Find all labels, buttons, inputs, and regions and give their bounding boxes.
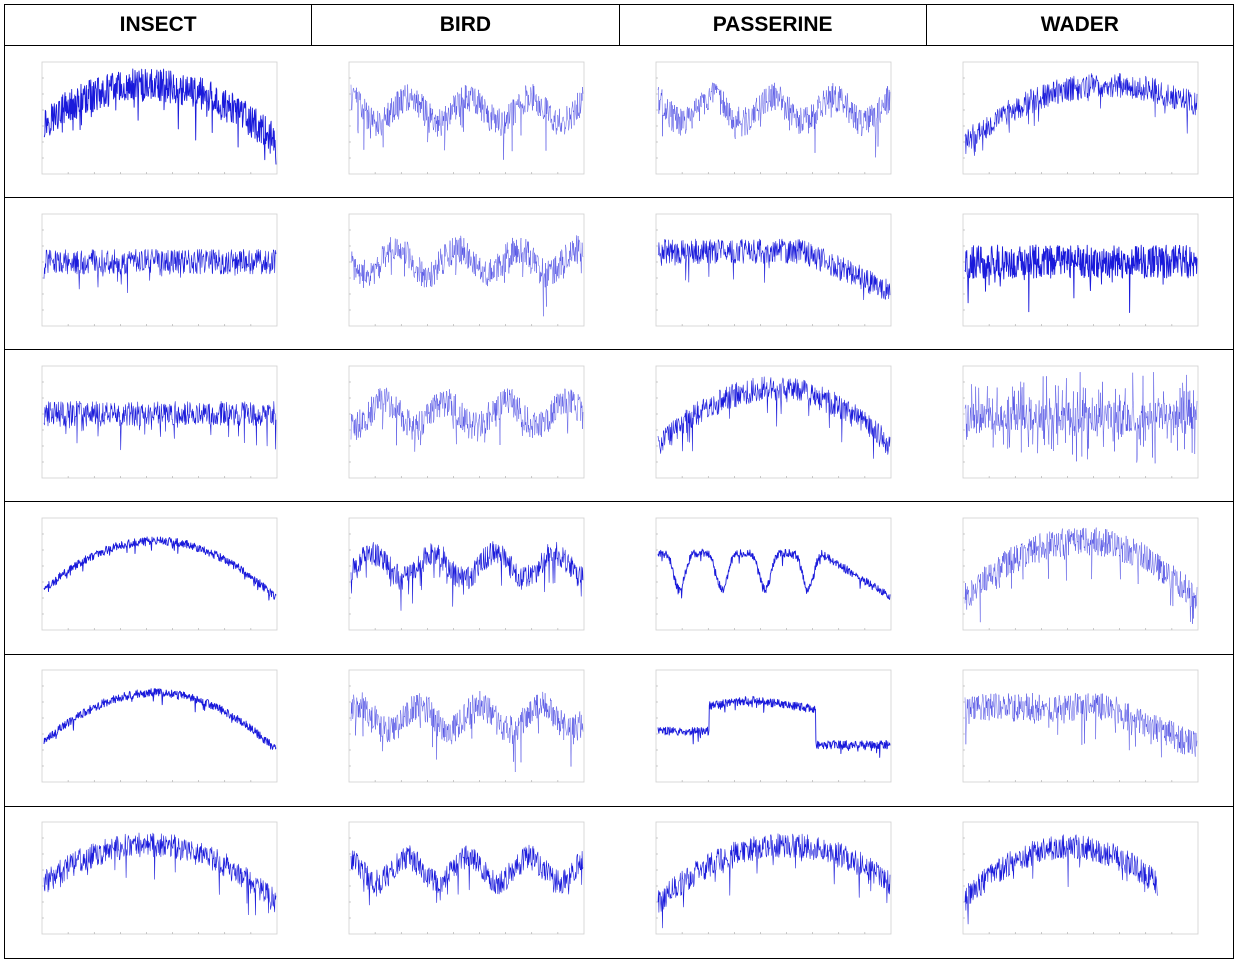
plot-frame [655,61,892,174]
plot-frame [655,669,892,783]
plot-cell [926,349,1235,503]
waveform-plot-insect-4 [41,517,278,631]
waveform-line [350,541,584,611]
plot-frame [41,61,278,174]
waveform-line [964,371,1198,464]
waveform-plot-passerine-6 [655,821,892,935]
plot-frame [348,669,585,783]
plot-frame [962,669,1199,783]
plot-cell [3,44,312,199]
waveform-plot-bird-3 [348,365,585,479]
waveform-plot-insect-1 [41,61,278,174]
plot-cell [3,501,312,655]
waveform-plot-passerine-1 [655,61,892,174]
plot-cell [3,349,312,503]
column-header-insect: INSECT [3,4,313,46]
plot-frame [41,517,278,631]
plot-cell [619,349,927,503]
waveform-line [43,248,277,293]
plot-cell [3,653,312,807]
plot-cell [311,501,619,655]
plot-row [3,805,1235,960]
waveform-plot-bird-4 [348,517,585,631]
waveform-line [964,244,1198,313]
plot-cell [926,44,1235,199]
header-row: INSECT BIRD PASSERINE WADER [3,4,1235,46]
waveform-line [350,83,584,160]
plot-cell [311,805,619,960]
plot-row [3,197,1235,351]
waveform-plot-insect-2 [41,213,278,327]
waveform-plot-wader-4 [962,517,1199,631]
plot-cell [311,44,619,199]
waveform-line [43,688,277,751]
plot-cell [619,501,927,655]
plot-cell [619,44,927,199]
waveform-plot-passerine-3 [655,365,892,479]
plot-frame [348,365,585,479]
plot-cell [311,349,619,503]
waveform-plot-wader-5 [962,669,1199,783]
plot-cell [926,805,1235,960]
waveform-line [43,832,277,916]
waveform-plot-bird-2 [348,213,585,327]
waveform-line [657,376,891,459]
plot-cell [311,653,619,807]
plot-cell [619,805,927,960]
waveform-line [43,536,277,601]
plot-cell [3,197,312,351]
plot-cell [926,653,1235,807]
waveform-plot-bird-1 [348,61,585,174]
waveform-line [350,387,584,452]
waveform-line [964,834,1158,925]
waveform-line [350,845,584,906]
waveform-line [964,527,1198,625]
plot-row [3,44,1235,199]
waveform-line [43,68,277,165]
waveform-plot-bird-6 [348,821,585,935]
waveform-plot-passerine-4 [655,517,892,631]
column-header-bird: BIRD [311,4,620,46]
plot-frame [962,821,1199,935]
waveform-line [657,82,891,158]
waveform-plot-wader-3 [962,365,1199,479]
waveform-line [657,696,891,759]
plot-frame [655,821,892,935]
plot-row [3,349,1235,503]
waveform-plot-insect-6 [41,821,278,935]
plot-cell [926,197,1235,351]
plot-frame [348,821,585,935]
plot-cell [3,805,312,960]
waveform-line [43,400,277,450]
plot-row [3,653,1235,807]
plot-rows [3,44,1235,960]
waveform-line [964,693,1198,758]
plot-cell [926,501,1235,655]
waveform-plot-wader-1 [962,61,1199,174]
plot-frame [41,669,278,783]
plot-frame [655,213,892,327]
waveform-plot-wader-6 [962,821,1199,935]
waveform-line [350,234,584,317]
column-header-passerine: PASSERINE [618,4,927,46]
waveform-line [350,691,584,773]
waveform-line [657,548,891,600]
plot-row [3,501,1235,655]
waveform-plot-insect-5 [41,669,278,783]
column-header-wader: WADER [925,4,1235,46]
waveform-line [657,238,891,300]
spectrogram-comparison-table: INSECT BIRD PASSERINE WADER [3,4,1235,960]
plot-frame [348,213,585,327]
waveform-plot-passerine-5 [655,669,892,783]
plot-cell [619,197,927,351]
waveform-line [657,833,891,929]
waveform-plot-insect-3 [41,365,278,479]
plot-cell [619,653,927,807]
waveform-plot-passerine-2 [655,213,892,327]
waveform-line [964,72,1198,156]
waveform-plot-wader-2 [962,213,1199,327]
plot-cell [311,197,619,351]
waveform-plot-bird-5 [348,669,585,783]
